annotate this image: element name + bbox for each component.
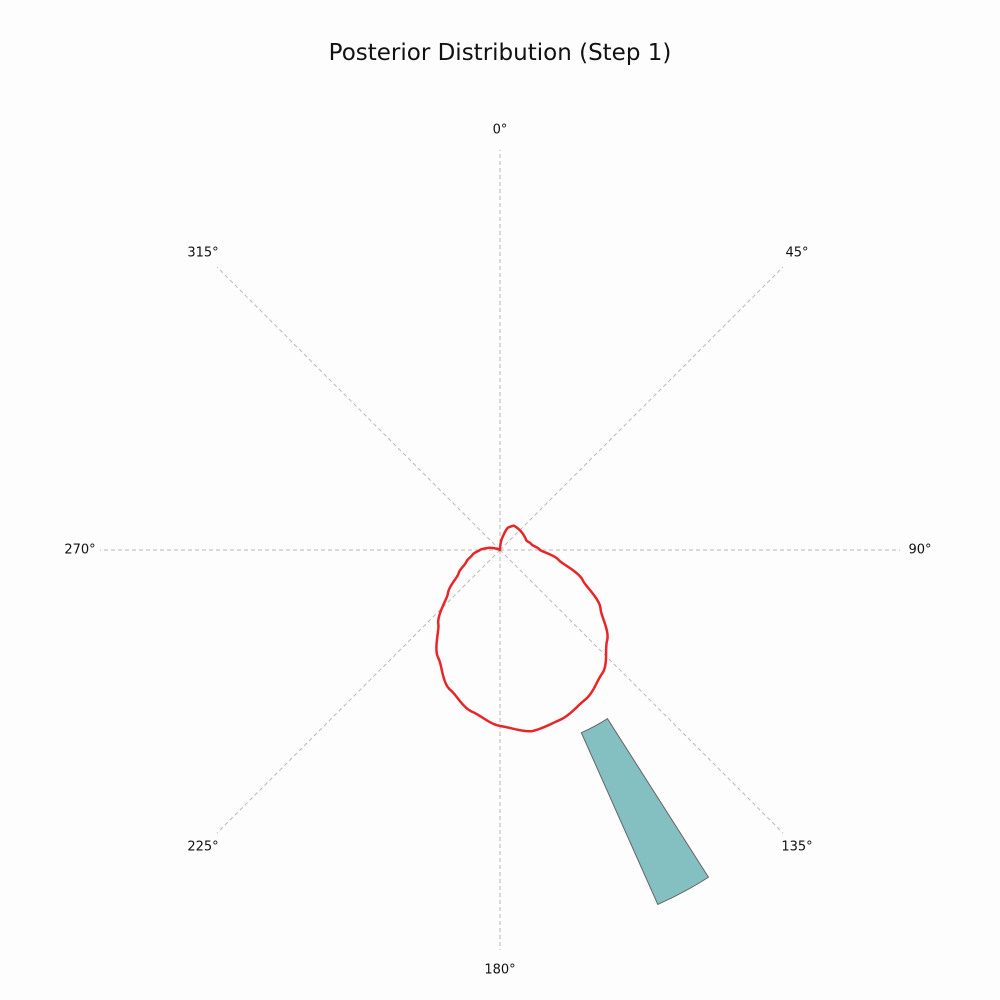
chart-title: Posterior Distribution (Step 1) — [328, 40, 672, 66]
grid-spoke — [216, 266, 501, 551]
bar-wedge — [580, 717, 710, 906]
grid-spoke — [216, 549, 501, 834]
bar-layer — [580, 717, 710, 906]
angular-tick-label: 90° — [908, 543, 931, 558]
angular-tick-label: 0° — [493, 123, 508, 138]
angular-grid — [100, 150, 900, 950]
angular-tick-labels: 0° 45° 90° 135° 180° 225° 270° 315° — [64, 123, 931, 978]
angular-tick-label: 315° — [187, 246, 218, 261]
grid-spoke — [499, 549, 784, 834]
angular-tick-label: 135° — [781, 839, 812, 854]
angular-tick-label: 270° — [64, 543, 95, 558]
angular-tick-label: 45° — [785, 246, 808, 261]
posterior-curve — [435, 524, 609, 733]
posterior-curve-layer — [435, 524, 609, 733]
grid-spoke — [499, 266, 784, 551]
angular-tick-label: 225° — [187, 839, 218, 854]
angular-tick-label: 180° — [484, 963, 515, 978]
